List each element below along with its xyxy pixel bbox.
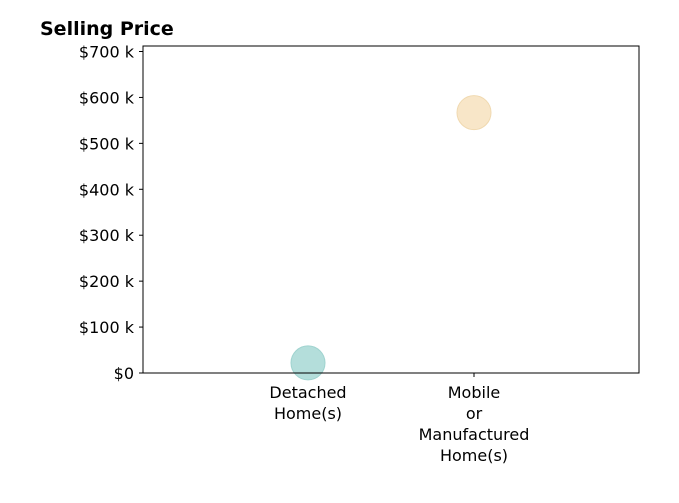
plot-frame (142, 45, 640, 374)
data-point (456, 95, 492, 131)
y-tick-label: $100 k (79, 318, 135, 337)
data-points (290, 95, 492, 381)
x-tick-label: Detached Home(s) (269, 383, 346, 423)
data-point (290, 345, 326, 381)
y-tick-label: $700 k (79, 43, 135, 62)
y-tick-label: $0 (114, 364, 134, 383)
y-tick-label: $500 k (79, 134, 135, 153)
y-tick-label: $300 k (79, 226, 135, 245)
x-axis: Detached Home(s) Mobile or Manufactured Home(… (269, 373, 529, 465)
y-axis: $0 $100 k $200 k $300 k $400 k $500 k $600 k $7… (79, 43, 143, 383)
x-tick-label: Mobile or Manufactured Home(s) (419, 383, 530, 465)
y-tick-label: $600 k (79, 88, 135, 107)
y-tick-label: $200 k (79, 272, 135, 291)
y-tick-label: $400 k (79, 180, 135, 199)
chart-title: Selling Price (40, 18, 174, 40)
